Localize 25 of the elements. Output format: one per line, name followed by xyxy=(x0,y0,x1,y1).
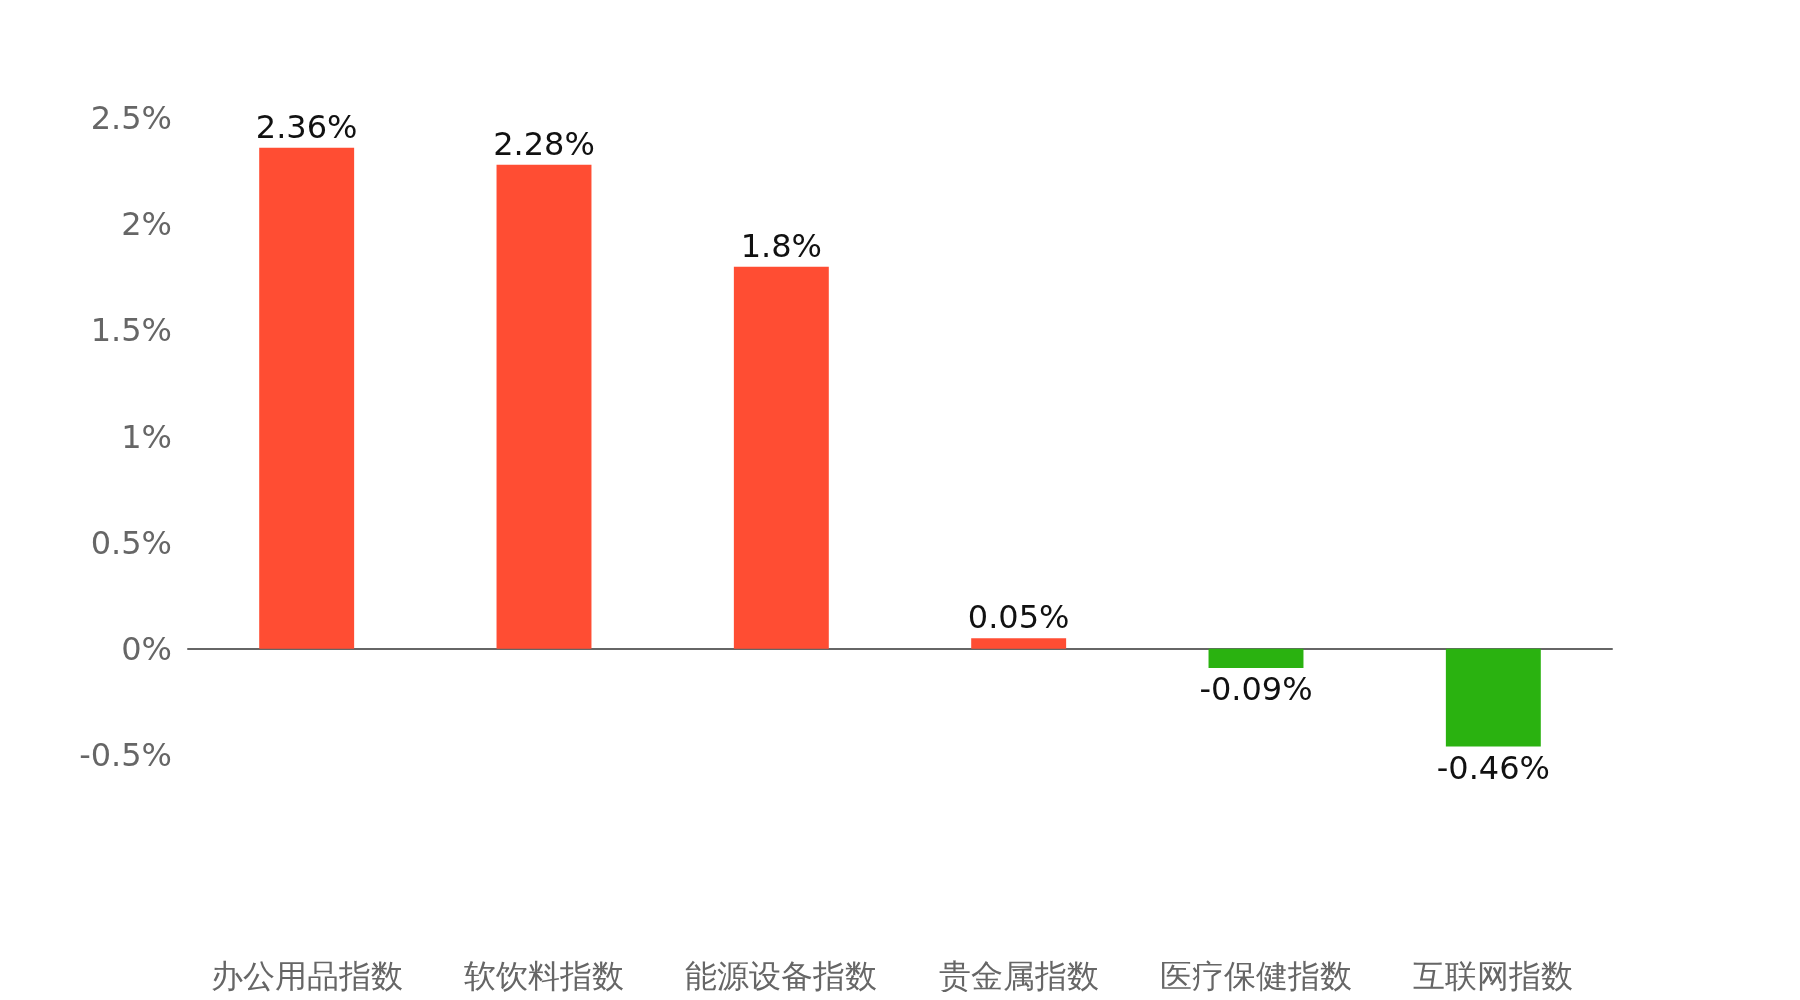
bar xyxy=(971,638,1067,649)
data-label: 2.36% xyxy=(255,107,358,146)
bar xyxy=(733,266,829,649)
x-tick-label: 能源设备指数 xyxy=(685,957,878,995)
y-tick-label: 0% xyxy=(121,629,172,668)
data-label: -0.09% xyxy=(1199,669,1313,708)
x-tick-label: 贵金属指数 xyxy=(938,957,1099,995)
x-tick-label: 医疗保健指数 xyxy=(1160,957,1352,995)
y-tick-label: 2% xyxy=(121,205,172,244)
x-tick-label: 办公用品指数 xyxy=(210,957,403,995)
y-tick-label: 0.5% xyxy=(90,523,172,562)
data-label: 0.05% xyxy=(967,598,1070,637)
y-tick-label: -0.5% xyxy=(79,736,172,774)
bar xyxy=(1445,648,1541,747)
data-label: 2.28% xyxy=(493,124,595,163)
bar xyxy=(496,164,592,649)
data-label: -0.46% xyxy=(1436,748,1550,787)
data-label: 1.8% xyxy=(740,226,822,265)
y-tick-label: 1.5% xyxy=(90,311,172,350)
x-tick-label: 互联网指数 xyxy=(1413,957,1574,995)
bar xyxy=(1208,648,1304,668)
y-tick-label: 2.5% xyxy=(90,99,172,137)
bar xyxy=(259,147,355,649)
y-tick-label: 1% xyxy=(121,417,172,456)
x-tick-label: 软饮料指数 xyxy=(464,957,624,995)
